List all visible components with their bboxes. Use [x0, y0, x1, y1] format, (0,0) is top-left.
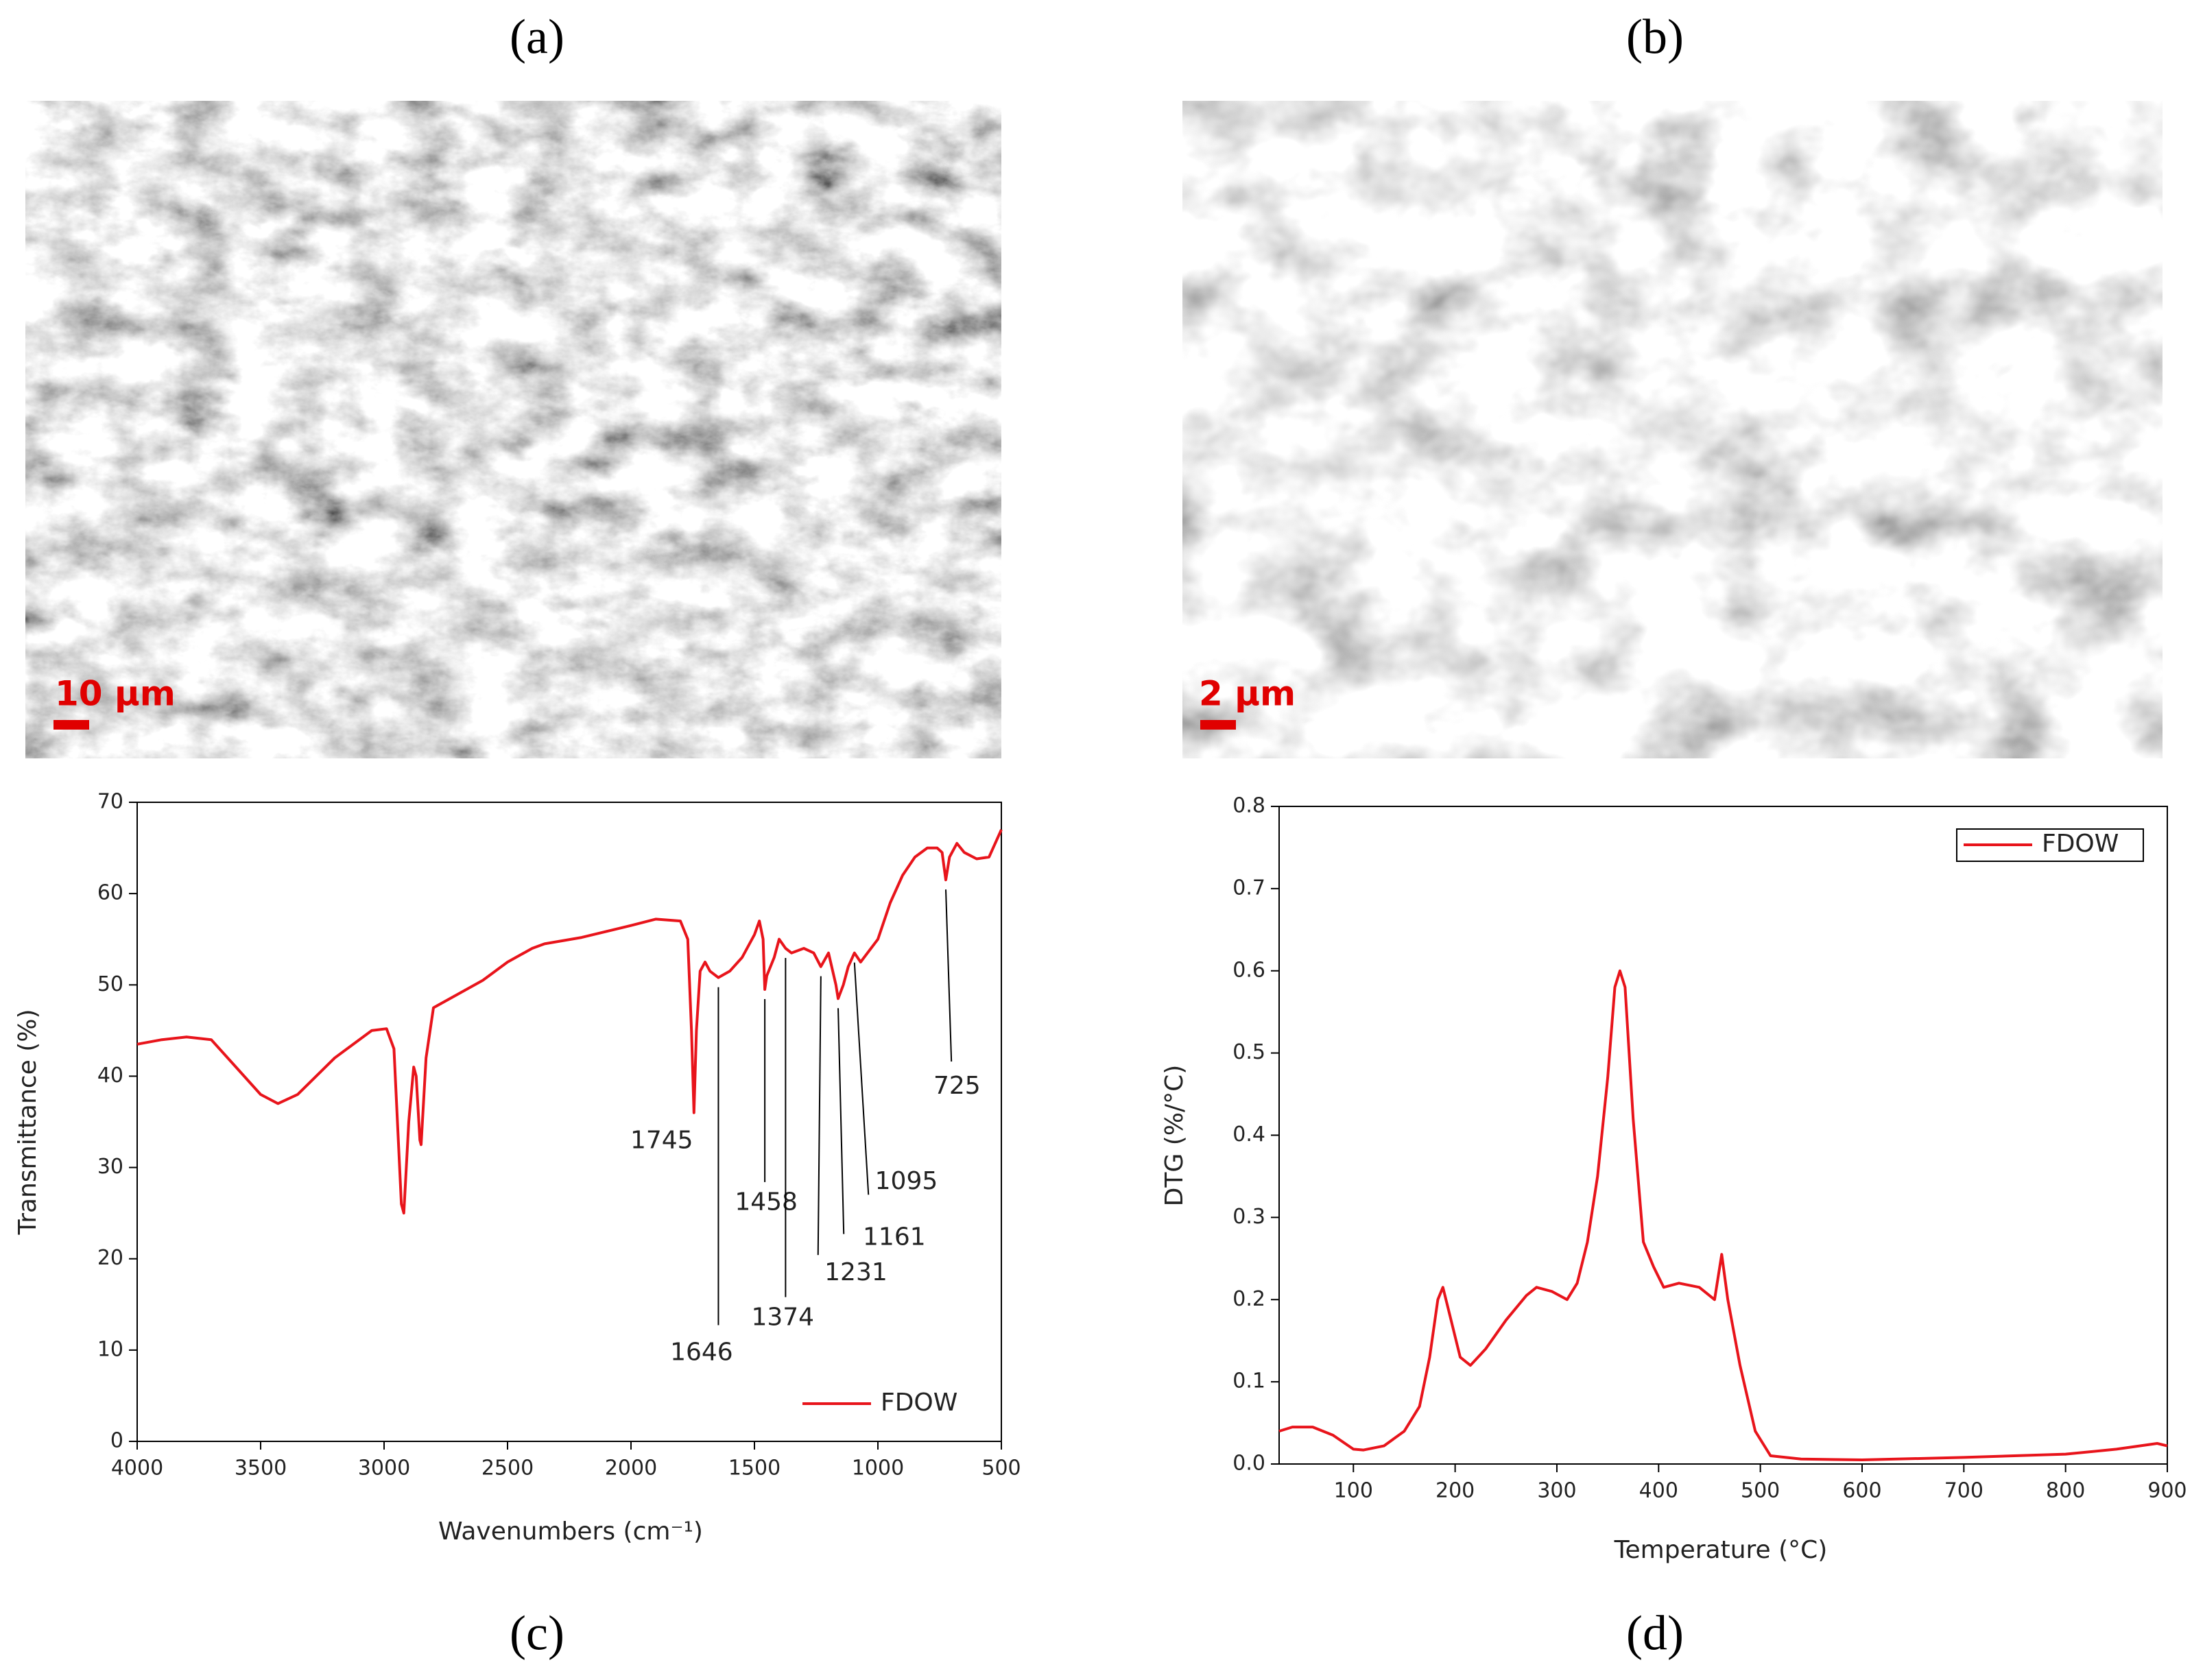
y-tick-label: 70	[97, 790, 123, 814]
x-tick-label: 700	[1944, 1479, 1983, 1503]
peak-leader	[817, 976, 822, 1256]
scale-label: 2 μm	[1199, 674, 1296, 714]
y-tick-label: 0.1	[1232, 1369, 1265, 1393]
panel-label: (d)	[1626, 1606, 1684, 1661]
x-tick-label: 500	[1741, 1479, 1780, 1503]
x-tick-label: 1000	[852, 1456, 904, 1480]
y-axis-label: DTG (%/°C)	[1160, 1065, 1189, 1207]
scale-label: 10 μm	[55, 674, 176, 714]
peak-label: 1161	[863, 1223, 926, 1251]
x-tick-label: 500	[981, 1456, 1021, 1480]
x-tick-label: 200	[1435, 1479, 1475, 1503]
peak-label: 1095	[875, 1167, 938, 1195]
x-axis-label: Wavenumbers (cm⁻¹)	[438, 1517, 703, 1546]
y-tick-label: 0.4	[1232, 1123, 1265, 1147]
y-tick-label: 50	[97, 972, 123, 996]
y-tick-label: 0.7	[1232, 876, 1265, 900]
y-tick-label: 0.8	[1232, 794, 1265, 818]
y-tick-label: 20	[97, 1246, 123, 1270]
y-tick-label: 0.6	[1232, 958, 1265, 982]
data-line	[1278, 969, 2168, 1461]
peak-leader	[837, 1008, 845, 1234]
peak-label: 1374	[751, 1303, 814, 1331]
sem-image	[25, 101, 1001, 758]
y-tick-label: 0	[110, 1429, 123, 1453]
x-tick-label: 4000	[111, 1456, 163, 1480]
x-tick-label: 400	[1639, 1479, 1678, 1503]
y-tick-label: 30	[97, 1155, 123, 1179]
peak-label: 1458	[735, 1188, 798, 1216]
y-axis-label: Transmittance (%)	[14, 1009, 42, 1236]
sem-image	[1182, 101, 2163, 758]
panel-label: (a)	[510, 10, 564, 64]
y-tick-label: 0.2	[1232, 1287, 1265, 1311]
y-tick-label: 40	[97, 1064, 123, 1088]
y-tick-label: 0.5	[1232, 1040, 1265, 1064]
peak-leader	[853, 962, 870, 1195]
plot-frame	[1278, 806, 2168, 1465]
y-tick-label: 0.3	[1232, 1205, 1265, 1229]
peak-leader	[945, 889, 953, 1062]
plot-frame	[136, 802, 1002, 1442]
x-tick-label: 800	[2046, 1479, 2085, 1503]
x-tick-label: 3500	[235, 1456, 287, 1480]
peak-label: 725	[933, 1072, 981, 1100]
x-tick-label: 900	[2147, 1479, 2187, 1503]
x-tick-label: 600	[1842, 1479, 1881, 1503]
x-tick-label: 100	[1334, 1479, 1373, 1503]
peak-label: 1231	[824, 1258, 887, 1286]
panel-label: (c)	[510, 1606, 564, 1661]
x-tick-label: 1500	[728, 1456, 781, 1480]
data-line	[136, 829, 1003, 1215]
peak-label: 1646	[670, 1338, 733, 1366]
legend-label: FDOW	[2042, 830, 2119, 858]
panel-label: (b)	[1626, 10, 1684, 64]
x-tick-label: 2500	[481, 1456, 534, 1480]
peak-label: 1745	[630, 1127, 693, 1155]
scale-bar	[53, 720, 89, 730]
legend-label: FDOW	[881, 1389, 957, 1417]
x-tick-label: 300	[1537, 1479, 1576, 1503]
x-axis-label: Temperature (°C)	[1614, 1536, 1828, 1564]
x-tick-label: 3000	[358, 1456, 410, 1480]
scale-bar	[1200, 720, 1236, 730]
y-tick-label: 0.0	[1232, 1452, 1265, 1476]
y-tick-label: 60	[97, 881, 123, 905]
x-tick-label: 2000	[605, 1456, 657, 1480]
y-tick-label: 10	[97, 1337, 123, 1361]
